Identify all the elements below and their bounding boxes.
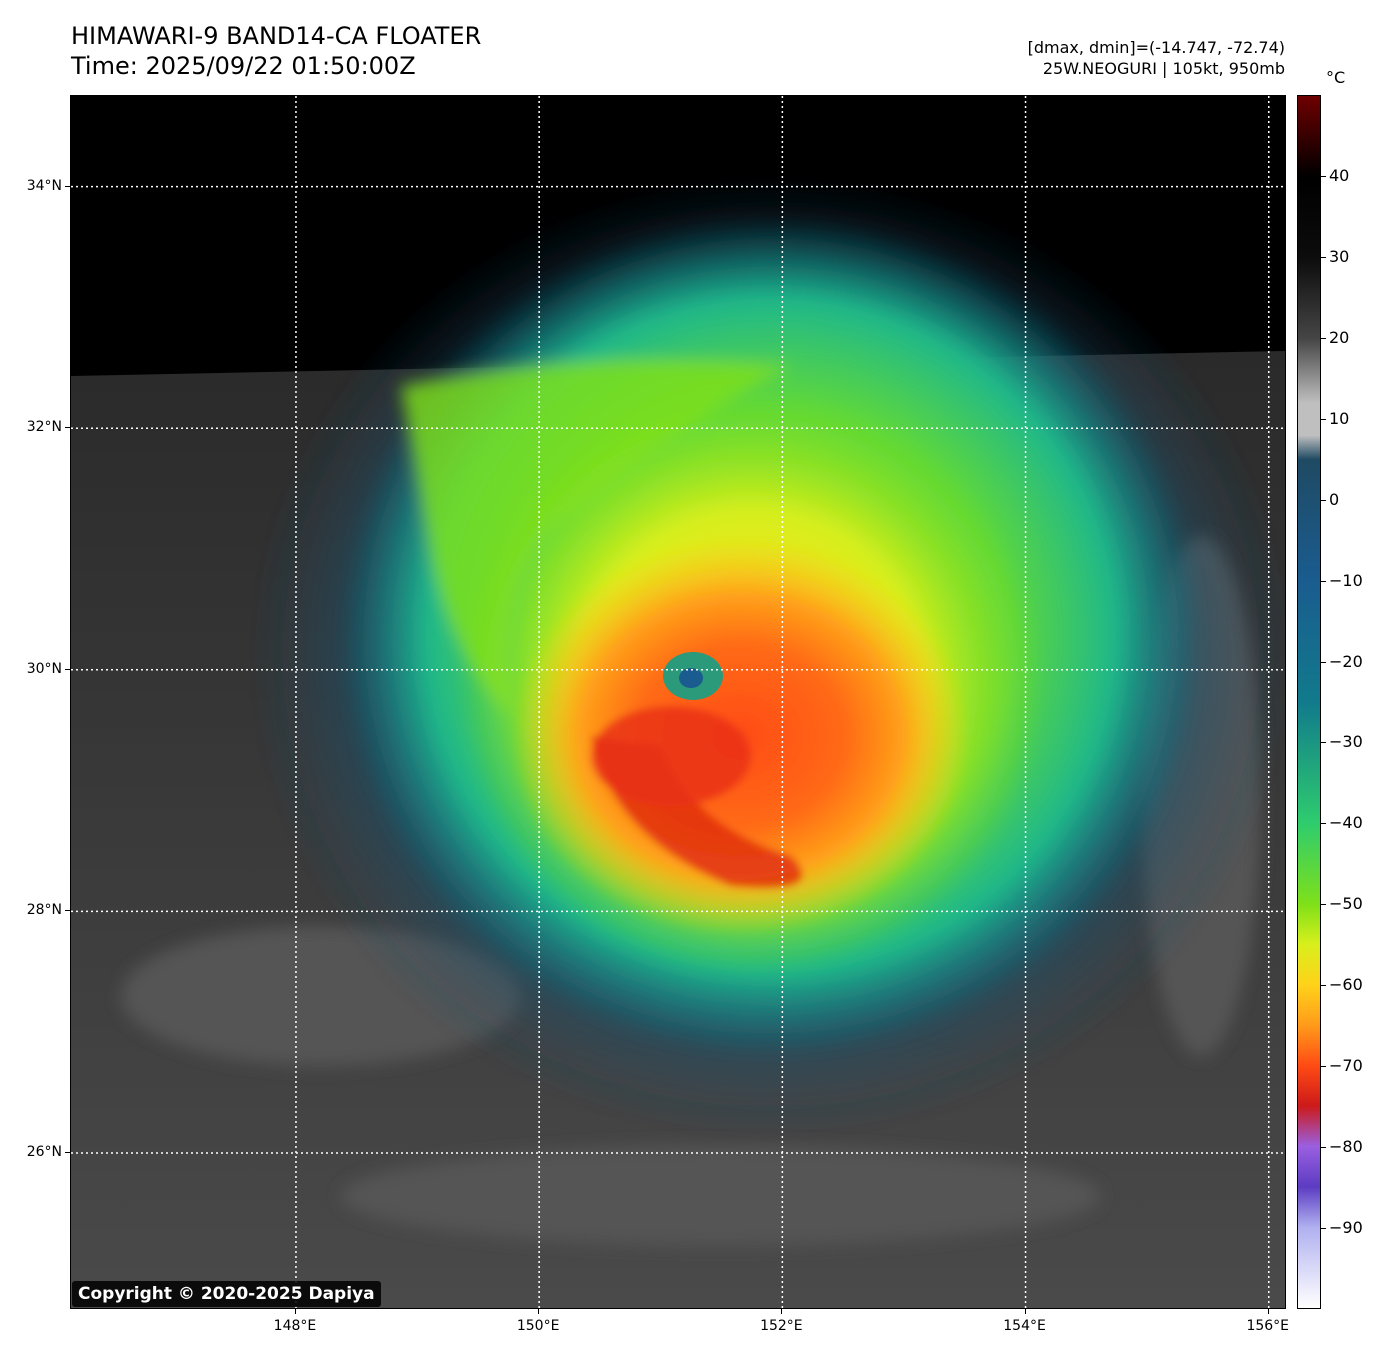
lon-tick-label: 150°E xyxy=(516,1318,560,1334)
colorbar-tick-mark xyxy=(1321,337,1326,339)
colorbar-tick-label: 30 xyxy=(1329,246,1350,266)
temperature-range: [dmax, dmin]=(-14.747, -72.74) xyxy=(1027,38,1285,57)
colorbar-tick-mark xyxy=(1321,1228,1326,1230)
colorbar-tick-label: −90 xyxy=(1329,1218,1363,1238)
chart-title: HIMAWARI-9 BAND14-CA FLOATER xyxy=(71,22,482,50)
colorbar-tick-label: −80 xyxy=(1329,1137,1363,1157)
lon-tick-mark xyxy=(781,1309,783,1314)
lat-tick-mark xyxy=(65,1151,70,1153)
colorbar-tick-label: −30 xyxy=(1329,732,1363,752)
lon-tick-label: 154°E xyxy=(1003,1318,1046,1334)
colorbar-tick-label: 10 xyxy=(1329,408,1350,428)
lon-tick-mark xyxy=(538,1309,540,1314)
colorbar-tick-label: 0 xyxy=(1329,489,1340,509)
lat-tick-label: 34°N xyxy=(26,177,62,194)
colorbar-tick-mark xyxy=(1321,1147,1326,1149)
colorbar-tick-mark xyxy=(1321,1066,1326,1068)
colorbar-tick-label: −20 xyxy=(1329,651,1363,671)
lat-tick-label: 30°N xyxy=(26,660,62,677)
lon-tick-label: 148°E xyxy=(273,1318,317,1334)
satellite-map xyxy=(70,95,1286,1309)
colorbar-tick-mark xyxy=(1321,985,1326,987)
colorbar-tick-mark xyxy=(1321,823,1326,825)
colorbar-tick-mark xyxy=(1321,256,1326,258)
lat-tick-mark xyxy=(65,427,70,429)
colorbar-tick-mark xyxy=(1321,580,1326,582)
colorbar-tick-mark xyxy=(1321,175,1326,177)
lon-tick-mark xyxy=(294,1309,296,1314)
colorbar-tick-mark xyxy=(1321,661,1326,663)
lat-tick-mark xyxy=(65,185,70,187)
colorbar-tick-mark xyxy=(1321,904,1326,906)
colorbar-tick-label: −50 xyxy=(1329,894,1363,914)
colorbar-tick-label: −40 xyxy=(1329,813,1363,833)
lat-tick-label: 28°N xyxy=(26,902,62,919)
colorbar-tick-label: −10 xyxy=(1329,570,1363,590)
copyright-label: Copyright © 2020-2025 Dapiya xyxy=(72,1281,381,1307)
colorbar xyxy=(1297,95,1321,1309)
lon-tick-mark xyxy=(1267,1309,1269,1314)
colorbar-tick-mark xyxy=(1321,499,1326,501)
colorbar-tick-mark xyxy=(1321,418,1326,420)
colorbar-tick-label: 40 xyxy=(1329,165,1350,185)
colorbar-tick-label: 20 xyxy=(1329,327,1350,347)
lat-tick-label: 26°N xyxy=(26,1143,62,1160)
lat-tick-mark xyxy=(65,668,70,670)
colorbar-unit: °C xyxy=(1326,68,1346,87)
colorbar-tick-mark xyxy=(1321,742,1326,744)
storm-eye xyxy=(663,652,723,700)
lon-tick-label: 152°E xyxy=(760,1318,803,1334)
colorbar-tick-label: −60 xyxy=(1329,975,1363,995)
storm-info: 25W.NEOGURI | 105kt, 950mb xyxy=(1042,59,1285,78)
lat-tick-mark xyxy=(65,910,70,912)
lat-tick-label: 32°N xyxy=(26,419,62,436)
timestamp: Time: 2025/09/22 01:50:00Z xyxy=(71,52,416,80)
lon-tick-mark xyxy=(1024,1309,1026,1314)
lon-tick-label: 156°E xyxy=(1246,1318,1290,1334)
satellite-image xyxy=(71,96,1285,1308)
colorbar-tick-label: −70 xyxy=(1329,1056,1363,1076)
